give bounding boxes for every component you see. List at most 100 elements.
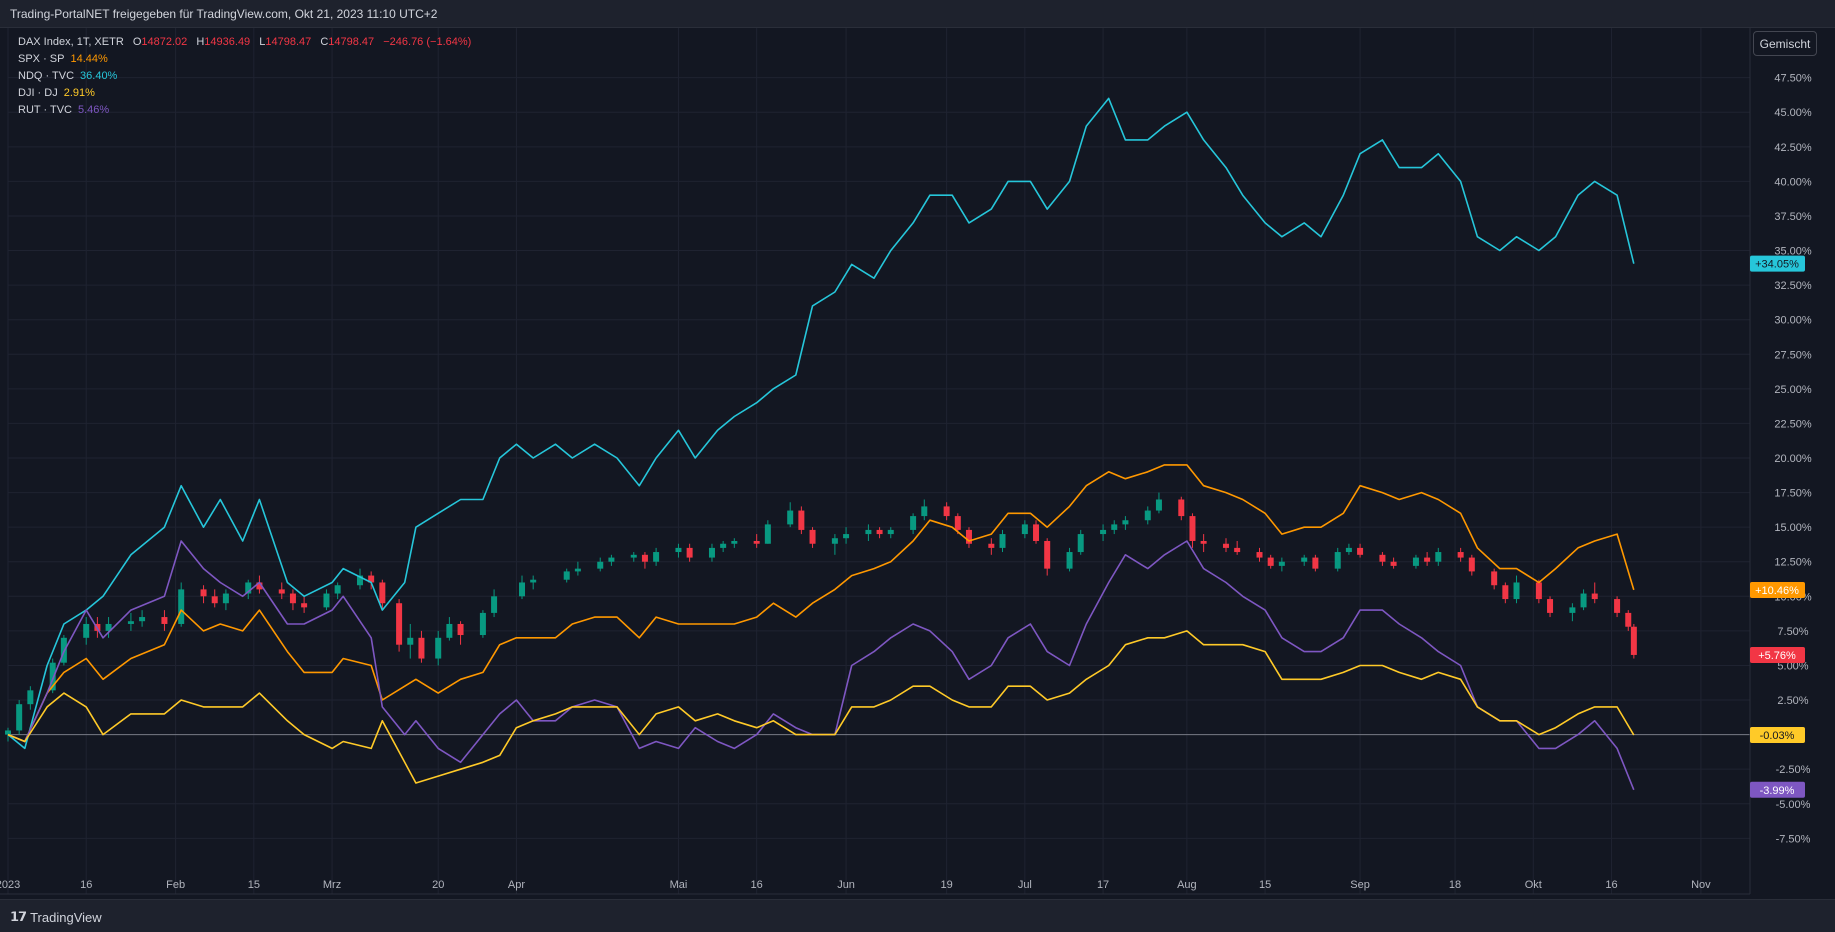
candle-body — [798, 510, 805, 530]
candle-body — [653, 552, 660, 562]
candle-body — [446, 623, 453, 638]
candle-body — [809, 529, 816, 544]
candle-body — [1066, 552, 1073, 569]
candle-body — [16, 704, 23, 731]
candle-body — [1625, 612, 1632, 627]
candle-body — [999, 534, 1006, 548]
legend-row-dji[interactable]: DJI · DJ 2.91% — [18, 85, 471, 102]
legend-ndq-name: NDQ · TVC — [18, 70, 75, 82]
legend-main-row[interactable]: DAX Index, 1T, XETR O14872.02 H14936.49 … — [18, 34, 471, 51]
candle-body — [530, 579, 537, 583]
candle-body — [479, 612, 486, 636]
series-line-0 — [7, 97, 1635, 750]
candle-body — [1357, 547, 1364, 555]
candle-body — [379, 582, 386, 604]
chart-background — [0, 28, 1835, 898]
y-tick-label: 12.50% — [1774, 557, 1812, 569]
candle-body — [1267, 557, 1274, 566]
legend-ndq-value: 36.40% — [80, 70, 118, 82]
candle-body — [1424, 557, 1431, 562]
last-value-badge-0-text: +34.05% — [1755, 259, 1799, 271]
candle-body — [1614, 599, 1621, 613]
top-bar: Trading-PortalNET freigegeben für Tradin… — [0, 0, 1835, 28]
candle-body — [491, 596, 498, 613]
candle-body — [289, 593, 296, 604]
y-tick-label: 27.50% — [1774, 349, 1812, 361]
candle-body — [1502, 585, 1509, 600]
legend-row-rut[interactable]: RUT · TVC 5.46% — [18, 102, 471, 119]
tradingview-logo[interactable]: 𝟭𝟳 TradingView — [10, 909, 102, 925]
x-tick-label: 20 — [432, 879, 444, 891]
x-tick-label: 16 — [751, 879, 763, 891]
legend-o-value: 14872.02 — [141, 36, 188, 48]
legend-dji-name: DJI · DJ — [18, 87, 58, 99]
legend: DAX Index, 1T, XETR O14872.02 H14936.49 … — [18, 34, 471, 119]
x-tick-label: Mai — [670, 879, 688, 891]
candle-body — [1569, 607, 1576, 613]
x-tick-label: Nov — [1691, 879, 1711, 891]
candle-body — [200, 589, 207, 597]
candle-body — [943, 506, 950, 517]
candle-body — [563, 571, 570, 580]
y-tick-label: -5.00% — [1776, 799, 1811, 811]
y-tick-label: -7.50% — [1776, 833, 1811, 845]
candle-body — [1412, 557, 1419, 566]
scale-mode-button[interactable]: Gemischt — [1753, 31, 1817, 56]
series-line-3 — [7, 630, 1635, 784]
legend-main-name: DAX Index, 1T, XETR — [18, 36, 124, 48]
x-tick-label: Aug — [1177, 879, 1197, 891]
candle-body — [597, 561, 604, 569]
candle-body — [910, 516, 917, 530]
y-tick-label: 7.50% — [1777, 626, 1808, 638]
x-tick-label: Sep — [1350, 879, 1370, 891]
candle-body — [5, 730, 11, 735]
candle-body — [1513, 582, 1520, 600]
x-tick-label: 17 — [1097, 879, 1109, 891]
candle-body — [1234, 547, 1241, 553]
x-tick-label: 18 — [1449, 879, 1461, 891]
candle-body — [396, 603, 403, 645]
legend-spx-value: 14.44% — [70, 53, 108, 65]
last-value-badge-1-bg — [1750, 581, 1805, 598]
candle-body — [1278, 561, 1285, 566]
x-tick-label: 16 — [1605, 879, 1617, 891]
candle-body — [83, 623, 90, 638]
last-value-badge-3-bg — [1750, 727, 1805, 744]
candle-body — [1122, 520, 1129, 525]
candle-body — [1178, 499, 1185, 517]
x-tick-label: Okt — [1525, 879, 1542, 891]
candle-body — [1345, 547, 1352, 553]
candle-body — [1491, 571, 1498, 586]
candle-body — [865, 529, 872, 535]
candle-body — [608, 557, 615, 562]
candle-body — [988, 543, 995, 548]
legend-dji-value: 2.91% — [63, 87, 95, 99]
y-tick-label: 35.00% — [1774, 246, 1812, 258]
chart-canvas[interactable]: 47.50% 45.00% 42.50% 40.00% 37.50% 35.00% 32.5… — [0, 28, 1835, 898]
candle-body — [1044, 540, 1051, 569]
legend-row-spx[interactable]: SPX · SP 14.44% — [18, 51, 471, 68]
candle-body — [105, 623, 112, 631]
candle-body — [1256, 552, 1263, 558]
candle-body — [686, 547, 693, 558]
candle-body — [965, 529, 972, 544]
candle-body — [887, 529, 894, 535]
y-tick-label: 37.50% — [1774, 211, 1812, 223]
candle-body — [1379, 554, 1386, 562]
candle-body — [1535, 582, 1542, 600]
x-tick-label: Jun — [837, 879, 855, 891]
x-tick-label: Feb — [166, 879, 185, 891]
footer-bar: 𝟭𝟳 TradingView — [0, 899, 1835, 932]
legend-c-value: 14798.47 — [328, 36, 375, 48]
legend-row-ndq[interactable]: NDQ · TVC 36.40% — [18, 68, 471, 85]
candle-body — [753, 540, 760, 544]
candle-body — [418, 637, 425, 659]
candle-body — [178, 589, 185, 624]
legend-l-label: L — [259, 36, 266, 48]
candle-body — [675, 547, 682, 553]
candle-body — [301, 603, 308, 608]
y-tick-label: 32.50% — [1774, 280, 1812, 292]
candle-body — [1591, 593, 1598, 600]
candle-body — [256, 582, 263, 590]
candle-body — [1390, 561, 1397, 566]
